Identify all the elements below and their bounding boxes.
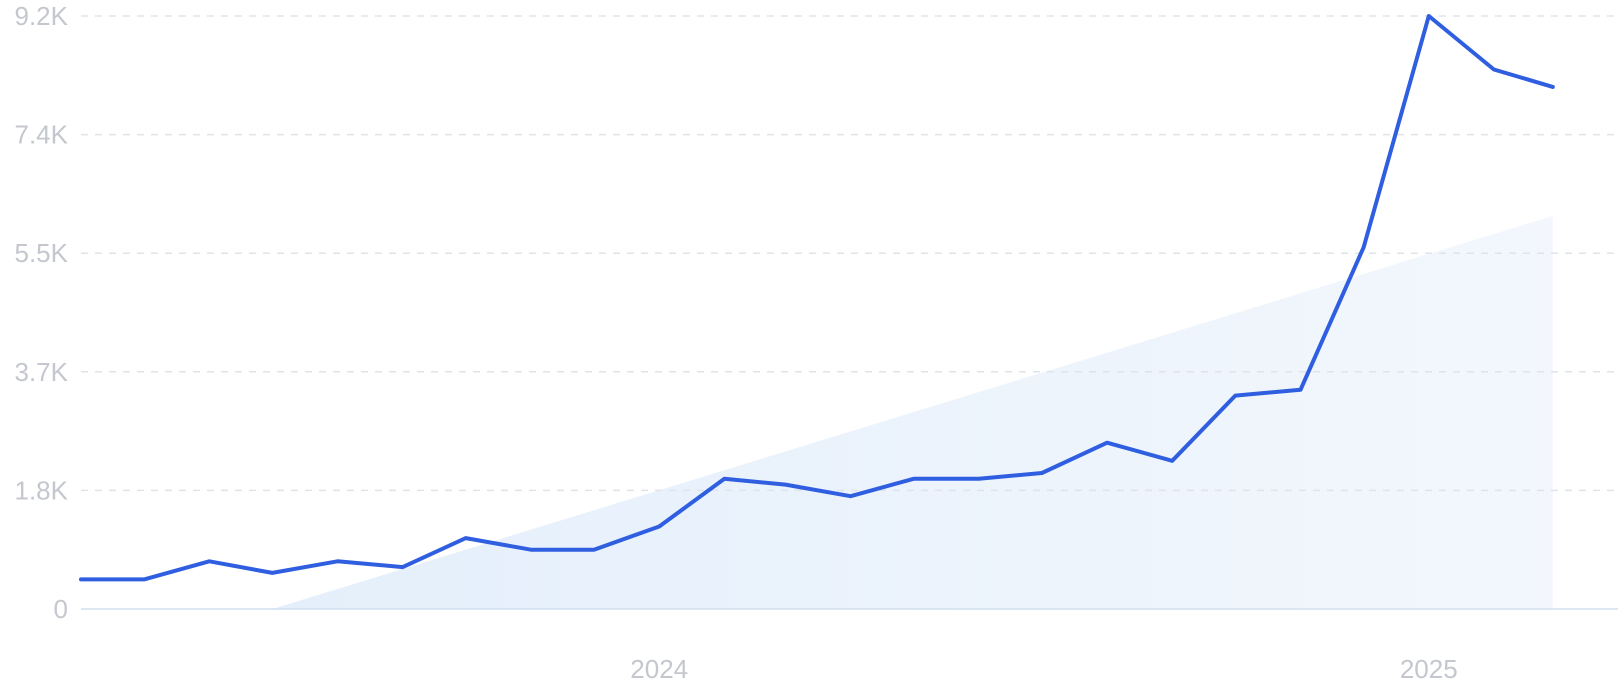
x-tick-label: 2024 (630, 654, 688, 684)
y-tick-label: 0 (54, 594, 68, 624)
grid-layer (81, 15, 1618, 610)
y-tick-label: 7.4K (15, 120, 69, 150)
y-tick-label: 3.7K (15, 357, 69, 387)
x-tick-label: 2025 (1400, 654, 1458, 684)
y-tick-label: 9.2K (15, 1, 69, 31)
x-axis: 2024 2025 (630, 654, 1457, 684)
series-line (79, 14, 1555, 582)
y-tick-label: 5.5K (15, 238, 69, 268)
y-axis: 0 1.8K 3.7K 5.5K 7.4K 9.2K (15, 1, 69, 624)
trend-area-layer (272, 215, 1553, 609)
trend-area (272, 215, 1553, 609)
series-layer (79, 14, 1555, 582)
y-tick-label: 1.8K (15, 475, 69, 505)
